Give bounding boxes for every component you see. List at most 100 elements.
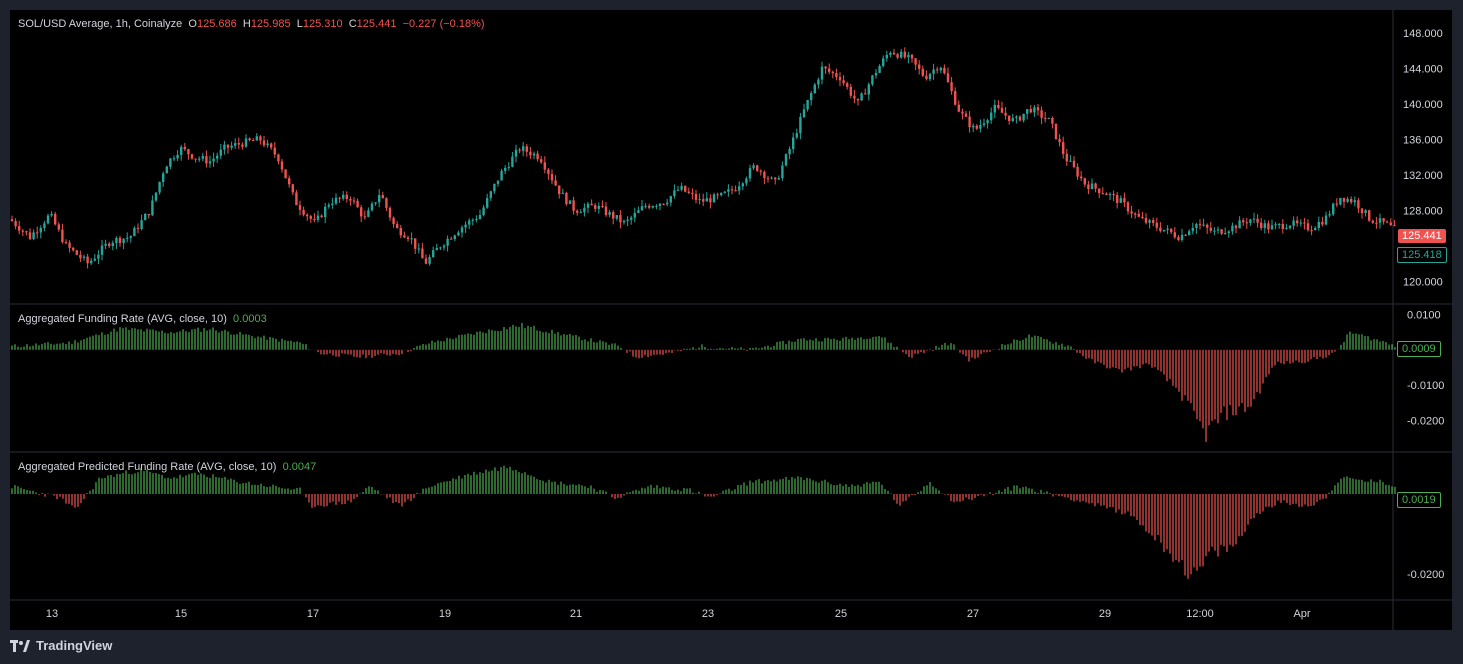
footer-brand[interactable]: TradingView — [36, 638, 113, 653]
candle-body — [1188, 231, 1191, 236]
candle-body — [1292, 220, 1295, 226]
price-axis-tick-label: 136.000 — [1403, 134, 1443, 146]
footer: TradingView — [10, 638, 112, 653]
candle-body — [496, 180, 500, 184]
candle-body — [446, 238, 449, 246]
predicted-title[interactable]: Aggregated Predicted Funding Rate (AVG, … — [18, 461, 277, 473]
candle-body — [172, 158, 176, 160]
candle-body — [1332, 203, 1335, 215]
candle-body — [1051, 117, 1054, 124]
candle-body — [151, 200, 154, 216]
candle-body — [349, 199, 352, 201]
candle-body — [97, 254, 100, 259]
candle-body — [460, 227, 464, 233]
candle-body — [1026, 109, 1029, 114]
candle-body — [1306, 223, 1310, 230]
candle-body — [1393, 225, 1396, 227]
candle-body — [802, 109, 806, 117]
chart-frame[interactable]: 148.000 144.000 140.000 136.000 132.000 128.0… — [10, 10, 1452, 630]
close-label: C — [348, 18, 357, 30]
predicted-legend: Aggregated Predicted Funding Rate (AVG, … — [18, 461, 316, 473]
open-label: O — [188, 18, 197, 30]
predicted-value: 0.0047 — [282, 461, 317, 473]
candle-body — [856, 98, 860, 101]
tradingview-logo-icon[interactable] — [10, 639, 30, 653]
candle-body — [1080, 176, 1083, 179]
candle-body — [493, 183, 496, 192]
candle-body — [46, 215, 50, 224]
candle-body — [1386, 221, 1389, 223]
candle-body — [306, 214, 309, 217]
candle-body — [982, 123, 986, 125]
candle-body — [1364, 210, 1367, 213]
candle-body — [1112, 194, 1115, 196]
candle-body — [864, 93, 867, 95]
candle-body — [608, 212, 611, 215]
candle-body — [126, 237, 129, 239]
candle-body — [846, 83, 849, 87]
candle-body — [32, 232, 35, 239]
candle-body — [943, 67, 946, 74]
candle-body — [414, 238, 417, 249]
candle-body — [122, 238, 125, 244]
candle-body — [295, 192, 298, 206]
candle-body — [201, 156, 204, 159]
candle-body — [594, 205, 597, 209]
candle-body — [212, 158, 215, 162]
candle-body — [957, 104, 960, 112]
candle-body — [1317, 221, 1320, 228]
candle-body — [817, 79, 820, 85]
symbol-label[interactable]: SOL/USD Average, 1h, Coinalyze — [18, 18, 183, 30]
candle-body — [1353, 200, 1356, 203]
funding-title[interactable]: Aggregated Funding Rate (AVG, close, 10) — [18, 313, 227, 325]
candle-body — [1090, 183, 1094, 189]
candle-body — [338, 197, 341, 199]
candle-body — [208, 161, 212, 164]
candle-body — [644, 205, 647, 207]
candle-body — [784, 154, 788, 166]
candle-body — [478, 215, 482, 219]
candle-body — [896, 54, 899, 58]
candle-body — [626, 219, 629, 221]
candle-body — [72, 247, 75, 251]
chart-canvas[interactable]: 148.000 144.000 140.000 136.000 132.000 128.0… — [10, 10, 1452, 630]
candle-body — [1144, 218, 1148, 223]
candle-body — [1274, 224, 1277, 226]
candle-body — [129, 236, 132, 238]
time-axis-tick-label: 19 — [439, 608, 451, 620]
candle-body — [748, 168, 752, 179]
candle-body — [482, 207, 485, 215]
candle-body — [284, 169, 287, 179]
candle-body — [10, 219, 14, 221]
candle-body — [705, 198, 708, 202]
candle-body — [190, 154, 194, 159]
candle-body — [694, 194, 698, 200]
candle-body — [442, 245, 446, 248]
candle-body — [1299, 222, 1302, 224]
open-value: 125.686 — [196, 18, 237, 30]
candle-body — [964, 113, 968, 117]
candle-body — [14, 221, 17, 227]
candle-body — [536, 153, 539, 160]
candle-body — [529, 151, 532, 156]
candle-body — [39, 227, 42, 233]
candle-body — [1375, 222, 1378, 224]
candle-body — [435, 248, 438, 251]
candle-body — [403, 235, 406, 238]
candle-body — [118, 238, 122, 243]
candle-body — [237, 143, 240, 145]
candle-body — [374, 202, 377, 204]
candle-body — [1252, 218, 1256, 220]
candle-body — [180, 146, 183, 155]
candle-body — [216, 155, 219, 159]
candle-body — [781, 165, 784, 179]
candle-body — [867, 84, 870, 95]
candle-body — [367, 210, 370, 217]
candle-body — [93, 258, 96, 261]
candle-body — [1216, 229, 1220, 231]
candle-body — [1011, 117, 1014, 122]
candle-body — [716, 194, 719, 196]
candle-body — [1029, 109, 1032, 113]
candle-body — [1382, 218, 1385, 222]
candle-body — [489, 191, 492, 199]
